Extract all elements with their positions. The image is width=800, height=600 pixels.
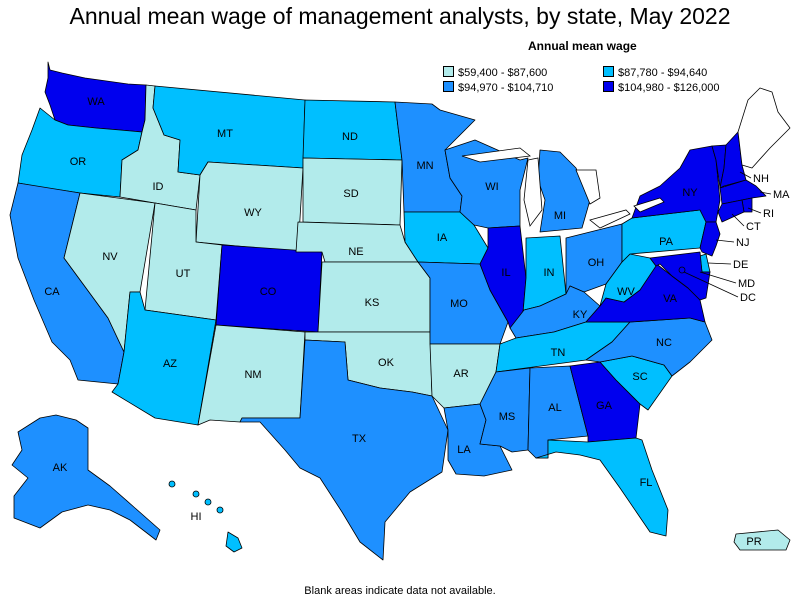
label-ky: KY	[573, 309, 588, 321]
label-de: DE	[733, 259, 748, 271]
legend-swatch-2	[603, 66, 614, 77]
label-oh: OH	[588, 257, 605, 269]
label-ks: KS	[365, 297, 380, 309]
legend-swatch-4	[603, 81, 614, 92]
legend-swatch-3	[443, 81, 454, 92]
label-ia: IA	[437, 232, 448, 244]
label-mn: MN	[416, 160, 433, 172]
state-nc[interactable]	[585, 317, 713, 377]
label-ut: UT	[176, 268, 191, 280]
label-pr: PR	[746, 536, 761, 548]
state-hi[interactable]	[225, 531, 243, 553]
label-md: MD	[738, 278, 755, 290]
legend-label-1: $59,400 - $87,600	[458, 67, 548, 79]
legend-title: Annual mean wage	[528, 39, 637, 53]
label-al: AL	[548, 402, 561, 414]
label-ne: NE	[348, 246, 363, 258]
label-nc: NC	[656, 337, 672, 349]
state-nj[interactable]	[699, 221, 721, 257]
label-ok: OK	[378, 357, 395, 369]
label-or: OR	[70, 156, 87, 168]
label-hi: HI	[191, 511, 202, 523]
state-fl[interactable]	[535, 437, 669, 537]
legend-item-2: $87,780 - $94,640	[603, 66, 707, 79]
label-wi: WI	[485, 181, 498, 193]
state-md[interactable]	[649, 251, 711, 301]
state-ak[interactable]	[11, 414, 161, 541]
state-il[interactable]	[479, 225, 527, 329]
label-ri: RI	[763, 208, 774, 220]
label-ar: AR	[453, 368, 468, 380]
label-ms: MS	[499, 411, 516, 423]
label-id: ID	[153, 181, 164, 193]
label-tn: TN	[551, 347, 566, 359]
state-ny[interactable]	[631, 145, 721, 223]
label-in: IN	[544, 267, 555, 279]
hawaii-islands	[168, 480, 224, 514]
label-wa: WA	[87, 96, 105, 108]
state-labels: WA OR CA NV ID MT WY UT AZ CO NM ND SD N…	[44, 96, 790, 548]
label-ny: NY	[682, 187, 698, 199]
label-nm: NM	[244, 369, 261, 381]
footnote: Blank areas indicate data not available.	[304, 585, 496, 597]
state-nd[interactable]	[302, 99, 403, 161]
label-ga: GA	[596, 400, 613, 412]
map-title: Annual mean wage of management analysts,…	[69, 3, 731, 29]
label-fl: FL	[640, 477, 653, 489]
legend-label-3: $94,970 - $104,710	[458, 82, 554, 94]
leader-lines	[683, 171, 772, 298]
label-wv: WV	[617, 286, 635, 298]
label-va: VA	[663, 293, 678, 305]
label-wy: WY	[244, 207, 262, 219]
label-nd: ND	[342, 131, 358, 143]
label-ma: MA	[773, 189, 790, 201]
legend-item-1: $59,400 - $87,600	[443, 66, 547, 79]
great-lakes	[461, 147, 665, 229]
state-me[interactable]	[737, 87, 791, 169]
label-la: LA	[457, 444, 471, 456]
state-tx[interactable]	[239, 339, 449, 561]
legend-label-2: $87,780 - $94,640	[618, 67, 708, 79]
state-ct[interactable]	[717, 199, 745, 223]
legend-swatch-1	[443, 66, 454, 77]
label-ct: CT	[746, 221, 761, 233]
state-pr[interactable]	[733, 529, 791, 551]
legend-item-4: $104,980 - $126,000	[603, 81, 720, 94]
label-ca: CA	[44, 286, 60, 298]
label-sc: SC	[632, 371, 647, 383]
label-mo: MO	[450, 298, 468, 310]
state-dc[interactable]	[678, 266, 686, 274]
label-nv: NV	[102, 251, 118, 263]
label-il: IL	[501, 267, 510, 279]
label-tx: TX	[352, 433, 367, 445]
label-pa: PA	[659, 236, 674, 248]
legend-label-4: $104,980 - $126,000	[618, 82, 720, 94]
legend-item-3: $94,970 - $104,710	[443, 81, 553, 94]
label-nj: NJ	[736, 237, 749, 249]
label-mt: MT	[217, 128, 233, 140]
label-ak: AK	[53, 462, 68, 474]
label-az: AZ	[163, 358, 177, 370]
label-mi: MI	[554, 210, 566, 222]
label-co: CO	[260, 286, 277, 298]
label-dc: DC	[740, 292, 756, 304]
label-sd: SD	[343, 188, 358, 200]
label-nh: NH	[753, 173, 769, 185]
state-az[interactable]	[111, 291, 217, 426]
